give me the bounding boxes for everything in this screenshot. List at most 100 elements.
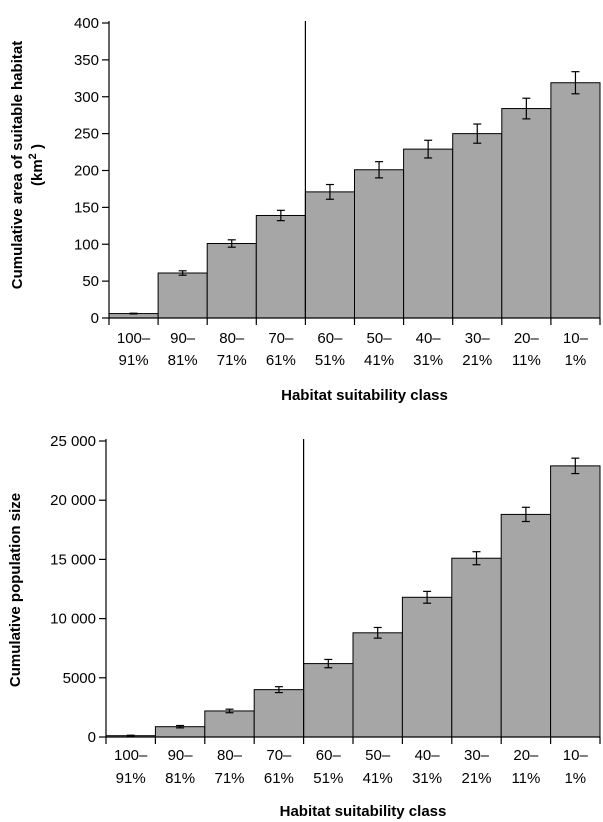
- x-tick-label: 40–: [416, 330, 442, 347]
- error-bar: [521, 506, 530, 523]
- y-tick-label: 0: [91, 310, 99, 327]
- x-tick-label: 11%: [511, 770, 540, 787]
- x-tick-label: 50–: [367, 330, 393, 347]
- error-bar: [424, 139, 433, 159]
- x-tick-label: 41%: [363, 770, 393, 787]
- x-tick-label: 21%: [461, 770, 491, 787]
- x-tick-label: 31%: [412, 770, 442, 787]
- x-tick-label: 90–: [168, 747, 194, 764]
- x-tick-label: 41%: [364, 352, 394, 369]
- x-tick-label: 61%: [266, 352, 296, 369]
- bar: [501, 108, 552, 319]
- x-tick-label: 10–: [563, 330, 589, 347]
- x-tick-label: 70–: [268, 330, 294, 347]
- error-bar: [227, 239, 236, 248]
- x-tick-label: 50–: [365, 747, 391, 764]
- bar: [452, 133, 503, 319]
- bar: [204, 710, 255, 738]
- chart-cumulative-population: 0 5000 10 000 15 000 20 000 25 000 100– 91% 90– 8…: [7, 433, 601, 820]
- y-tick-label: 300: [74, 89, 99, 106]
- y-axis-title: Cumulative area of suitable habitat: [9, 41, 26, 289]
- x-tick-label: 81%: [165, 770, 195, 787]
- x-tick-label: 70–: [266, 747, 292, 764]
- x-tick-label: 61%: [264, 770, 294, 787]
- bar: [401, 596, 453, 738]
- y-axis-title-unit: (km2 ): [27, 144, 46, 186]
- bar: [157, 272, 208, 319]
- x-tick-label: 40–: [415, 747, 441, 764]
- error-bar: [129, 312, 138, 315]
- x-tick-label: 80–: [219, 330, 245, 347]
- x-tick-label: 100–: [117, 330, 151, 347]
- x-axis-title: Habitat suitability class: [280, 803, 447, 820]
- error-bar: [276, 209, 285, 222]
- y-tick-label: 350: [74, 52, 99, 69]
- x-tick-label: 1%: [564, 770, 586, 787]
- x-tick-label: 20–: [513, 747, 539, 764]
- error-bar: [176, 724, 185, 729]
- error-bar: [375, 161, 384, 179]
- error-bar: [423, 590, 432, 604]
- x-tick-label: 31%: [413, 352, 443, 369]
- x-tick-label: 80–: [217, 747, 243, 764]
- y-axis-title: Cumulative population size: [7, 493, 24, 687]
- bar: [253, 689, 305, 738]
- x-tick-label: 30–: [465, 330, 491, 347]
- x-tick-label: 100–: [114, 747, 148, 764]
- error-bar: [126, 734, 135, 737]
- y-tick-label: 150: [74, 199, 99, 216]
- y-tick-label: 10 000: [50, 611, 96, 628]
- x-tick-label: 91%: [116, 770, 146, 787]
- y-tick-label: 25 000: [50, 433, 96, 450]
- y-tick-label: 50: [82, 273, 99, 290]
- error-bar: [178, 270, 187, 276]
- error-bar: [274, 686, 283, 694]
- error-bar: [571, 457, 580, 475]
- y-tick-label: 15 000: [50, 551, 96, 568]
- x-tick-label: 90–: [170, 330, 196, 347]
- bar: [403, 148, 454, 319]
- error-bar: [473, 123, 482, 144]
- y-tick-label: 200: [74, 163, 99, 180]
- bar: [303, 663, 354, 738]
- bar: [352, 632, 403, 738]
- x-tick-label: 60–: [316, 747, 342, 764]
- x-tick-label: 21%: [462, 352, 492, 369]
- bar: [354, 169, 405, 319]
- x-tick-label: 71%: [214, 770, 244, 787]
- x-tick-label: 51%: [313, 770, 343, 787]
- bar: [550, 82, 601, 319]
- x-tick-label: 11%: [512, 352, 541, 369]
- y-tick-label: 100: [74, 236, 99, 253]
- chart-cumulative-area: 0 50 100 150 200 250 300 350 400 100– 91% 90– 81% 80–…: [9, 15, 601, 404]
- error-bar: [522, 97, 531, 120]
- bar: [500, 513, 552, 738]
- x-tick-label: 60–: [317, 330, 343, 347]
- x-tick-label: 20–: [514, 330, 540, 347]
- y-tick-label: 20 000: [50, 492, 96, 509]
- y-tick-label: 5000: [63, 670, 96, 687]
- x-tick-label: 30–: [464, 747, 490, 764]
- bar: [206, 243, 257, 319]
- y-tick-label: 400: [74, 15, 99, 32]
- y-tick-label: 250: [74, 126, 99, 143]
- x-tick-label: 10–: [563, 747, 589, 764]
- x-tick-label: 71%: [217, 352, 247, 369]
- error-bar: [373, 626, 382, 639]
- bar: [255, 214, 306, 319]
- bar: [304, 191, 355, 319]
- error-bar: [225, 708, 234, 714]
- x-axis-title: Habitat suitability class: [281, 387, 448, 404]
- error-bar: [324, 658, 333, 669]
- error-bar: [325, 183, 334, 200]
- x-tick-label: 51%: [315, 352, 345, 369]
- x-tick-label: 1%: [565, 352, 587, 369]
- x-tick-label: 91%: [119, 352, 149, 369]
- y-tick-label: 0: [88, 729, 96, 746]
- bar: [451, 557, 502, 738]
- error-bar: [472, 551, 481, 566]
- bar: [550, 465, 601, 738]
- x-tick-label: 81%: [168, 352, 198, 369]
- error-bar: [571, 71, 580, 95]
